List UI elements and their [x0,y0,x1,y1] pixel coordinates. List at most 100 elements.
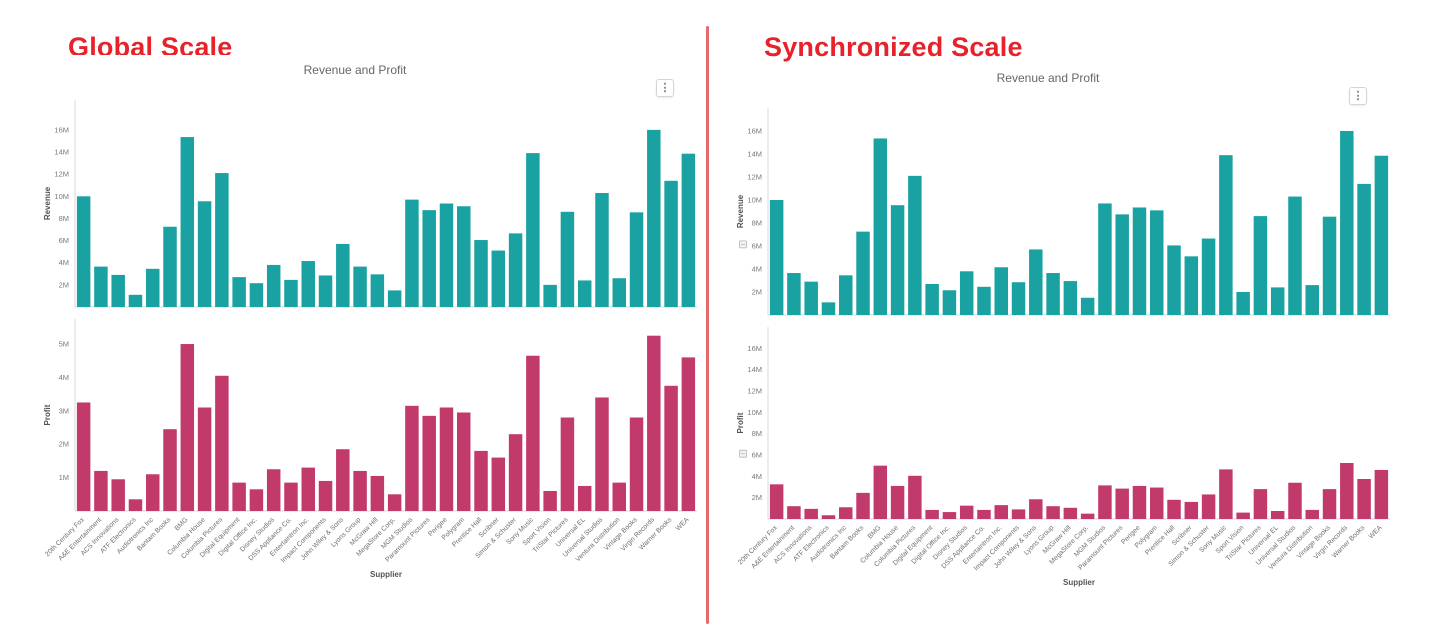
bar-profit[interactable] [1080,513,1095,519]
bar-profit[interactable] [1132,485,1147,519]
bar-revenue[interactable] [1063,281,1078,315]
bar-revenue[interactable] [681,153,696,307]
bar-profit[interactable] [942,512,957,519]
bar-revenue[interactable] [284,279,298,307]
bar-profit[interactable] [1322,489,1337,519]
bar-revenue[interactable] [873,138,888,315]
bar-profit[interactable] [890,485,905,519]
bar-revenue[interactable] [318,275,333,307]
bar-revenue[interactable] [1098,203,1112,315]
bar-revenue[interactable] [232,277,246,307]
bar-profit[interactable] [111,479,125,511]
bar-profit[interactable] [647,335,661,511]
bar-revenue[interactable] [1270,287,1285,315]
bar-revenue[interactable] [146,268,160,307]
bar-revenue[interactable] [890,205,905,315]
bar-revenue[interactable] [959,271,974,315]
bar-revenue[interactable] [769,200,784,315]
bar-revenue[interactable] [439,203,454,308]
bar-revenue[interactable] [595,192,609,307]
bar-revenue[interactable] [1219,155,1233,315]
bar-profit[interactable] [526,355,540,511]
bar-profit[interactable] [804,508,818,519]
bar-profit[interactable] [422,415,436,511]
bar-profit[interactable] [1150,487,1164,519]
bar-profit[interactable] [856,492,870,519]
bar-revenue[interactable] [1046,273,1060,315]
bar-profit[interactable] [1236,512,1250,519]
bar-revenue[interactable] [266,264,281,307]
bar-profit[interactable] [1219,469,1233,519]
bar-revenue[interactable] [301,261,315,307]
bar-revenue[interactable] [925,283,939,315]
bar-profit[interactable] [76,402,91,511]
bar-revenue[interactable] [942,290,957,315]
bar-profit[interactable] [925,509,939,519]
bar-profit[interactable] [1115,488,1129,519]
bar-revenue[interactable] [1305,285,1319,315]
bar-profit[interactable] [839,507,853,519]
bar-revenue[interactable] [1201,238,1216,315]
bar-revenue[interactable] [387,290,402,307]
bar-revenue[interactable] [336,243,350,307]
bar-revenue[interactable] [180,137,195,307]
bar-profit[interactable] [1063,507,1078,519]
bar-revenue[interactable] [249,283,264,307]
bar-profit[interactable] [577,485,592,511]
bar-profit[interactable] [1029,499,1043,519]
bar-revenue[interactable] [197,201,212,307]
bar-profit[interactable] [994,505,1008,519]
bar-revenue[interactable] [422,210,436,307]
bar-revenue[interactable] [1029,249,1043,315]
bar-revenue[interactable] [94,266,108,307]
bar-profit[interactable] [1357,479,1371,519]
bar-revenue[interactable] [526,153,540,307]
bar-profit[interactable] [1374,469,1389,519]
bar-revenue[interactable] [111,274,125,307]
bar-revenue[interactable] [128,294,143,307]
bar-revenue[interactable] [1357,183,1371,315]
bar-revenue[interactable] [560,211,575,307]
bar-profit[interactable] [266,469,281,511]
bar-profit[interactable] [491,457,506,511]
bar-profit[interactable] [560,417,575,511]
bar-revenue[interactable] [1132,207,1147,315]
bar-profit[interactable] [215,375,229,511]
bar-profit[interactable] [959,505,974,519]
bar-profit[interactable] [1167,499,1181,519]
bar-revenue[interactable] [1340,131,1354,315]
bar-profit[interactable] [595,397,609,511]
bar-profit[interactable] [1340,463,1354,519]
bar-revenue[interactable] [821,302,836,315]
bar-profit[interactable] [1098,485,1112,519]
bar-profit[interactable] [318,480,333,511]
bar-revenue[interactable] [1184,256,1199,315]
bar-revenue[interactable] [577,280,592,307]
bar-profit[interactable] [1201,494,1216,519]
bar-revenue[interactable] [612,278,626,307]
bar-revenue[interactable] [1167,245,1181,315]
chart-menu-button[interactable]: ⋮ [656,79,674,97]
bar-profit[interactable] [353,470,367,511]
bar-profit[interactable] [1184,501,1199,519]
bar-revenue[interactable] [908,175,922,315]
bar-revenue[interactable] [1322,216,1337,315]
bar-revenue[interactable] [664,180,678,307]
bar-profit[interactable] [301,467,315,511]
bar-revenue[interactable] [1236,292,1250,315]
bar-profit[interactable] [1270,511,1285,519]
bar-profit[interactable] [405,405,419,511]
bar-profit[interactable] [1011,509,1026,519]
bar-revenue[interactable] [856,231,870,315]
bar-revenue[interactable] [977,286,991,315]
bar-revenue[interactable] [543,284,557,307]
bar-profit[interactable] [873,465,888,519]
bar-profit[interactable] [146,474,160,511]
bar-revenue[interactable] [629,212,644,307]
bar-profit[interactable] [128,499,143,511]
bar-profit[interactable] [629,417,644,511]
bar-profit[interactable] [977,509,991,519]
bar-profit[interactable] [821,515,836,519]
bar-revenue[interactable] [647,129,661,307]
bar-profit[interactable] [769,484,784,519]
